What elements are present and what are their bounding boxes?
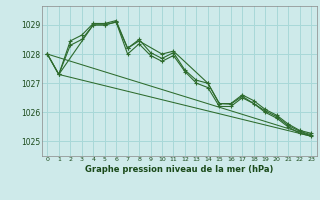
X-axis label: Graphe pression niveau de la mer (hPa): Graphe pression niveau de la mer (hPa) [85, 165, 273, 174]
